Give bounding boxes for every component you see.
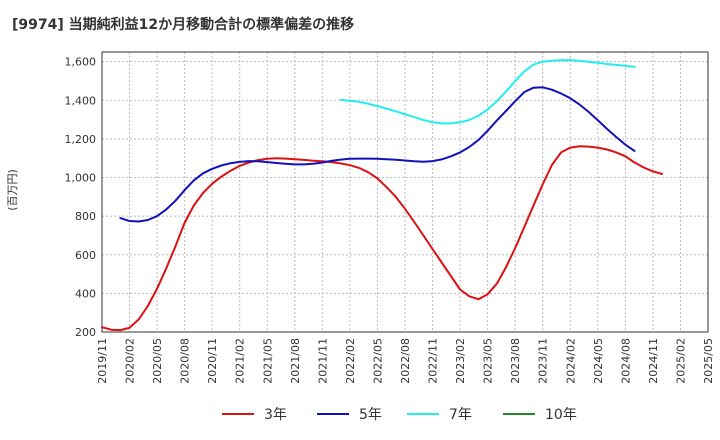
y-tick-label: 1,000 bbox=[65, 172, 97, 185]
x-tick-label: 2020/11 bbox=[206, 338, 219, 384]
grid bbox=[101, 52, 709, 333]
x-tick-label: 2022/02 bbox=[344, 338, 357, 384]
x-tick-label: 2024/11 bbox=[647, 338, 660, 384]
legend-label-5年: 5年 bbox=[359, 407, 382, 423]
x-tick-label: 2020/08 bbox=[179, 338, 192, 384]
y-tick-label: 400 bbox=[75, 287, 96, 300]
x-tick-label: 2021/08 bbox=[289, 338, 302, 384]
y-tick-label: 1,200 bbox=[65, 133, 97, 146]
x-tick-label: 2021/11 bbox=[316, 338, 329, 384]
x-tick-label: 2022/08 bbox=[399, 338, 412, 384]
x-tick-label: 2021/05 bbox=[261, 338, 274, 384]
x-tick-label: 2023/11 bbox=[537, 338, 550, 384]
series-line-5年 bbox=[119, 86, 636, 223]
y-tick-label: 1,600 bbox=[65, 56, 97, 69]
x-tick-label: 2024/02 bbox=[564, 338, 577, 384]
legend-label-3年: 3年 bbox=[264, 407, 287, 423]
x-tick-label: 2025/02 bbox=[674, 338, 687, 384]
x-tick-label: 2023/08 bbox=[509, 338, 522, 384]
x-tick-label: 2024/05 bbox=[592, 338, 605, 384]
x-tick-label: 2023/02 bbox=[454, 338, 467, 384]
series-line-7年 bbox=[339, 59, 636, 125]
x-tick-label: 2020/05 bbox=[151, 338, 164, 384]
x-tick-label: 2021/02 bbox=[234, 338, 247, 384]
y-tick-label: 800 bbox=[75, 210, 96, 223]
x-tick-label: 2022/11 bbox=[427, 338, 440, 384]
chart-title: [9974] 当期純利益12か月移動合計の標準偏差の推移 bbox=[12, 16, 354, 33]
plot-border bbox=[101, 51, 709, 333]
y-tick-label: 200 bbox=[75, 326, 96, 339]
x-tick-label: 2020/02 bbox=[124, 338, 137, 384]
y-tick-label: 1,400 bbox=[65, 94, 97, 107]
x-tick-label: 2019/11 bbox=[96, 338, 109, 384]
x-tick-label: 2024/08 bbox=[619, 338, 632, 384]
series-lines bbox=[101, 59, 664, 332]
x-tick-label: 2023/05 bbox=[482, 338, 495, 384]
x-tick-label: 2025/05 bbox=[702, 338, 715, 384]
x-tick-label: 2022/05 bbox=[371, 338, 384, 384]
series-line-3年 bbox=[101, 145, 664, 332]
legend: 3年 5年 7年 10年 bbox=[222, 407, 577, 423]
y-axis-label: (百万円) bbox=[6, 169, 19, 211]
y-tick-label: 600 bbox=[75, 249, 96, 262]
legend-label-7年: 7年 bbox=[449, 407, 472, 423]
axes: 200 400 600 800 1,000 1,200 1,400 1,600 2019/11 2… bbox=[65, 51, 715, 384]
legend-label-10年: 10年 bbox=[545, 407, 577, 423]
